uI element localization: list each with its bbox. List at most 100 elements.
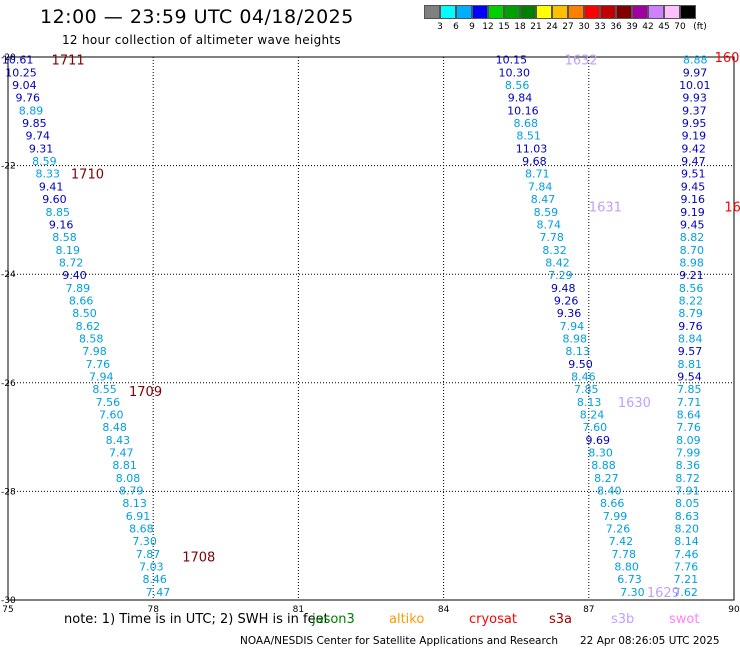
color-scale-label: 30 <box>578 22 590 32</box>
wave-height-label: 8.36 <box>676 459 701 472</box>
wave-height-label: 6.91 <box>126 510 151 523</box>
wave-height-label: 8.81 <box>677 358 702 371</box>
color-scale-box <box>536 5 552 19</box>
wave-height-label: 8.33 <box>36 168 61 181</box>
pass-time-label: 1710 <box>71 168 104 183</box>
wave-height-label: 7.94 <box>560 320 585 333</box>
wave-height-label: 8.58 <box>52 231 77 244</box>
wave-height-label: 7.85 <box>677 383 702 396</box>
color-scale-label: 27 <box>562 22 574 32</box>
wave-height-label: 9.45 <box>680 218 705 231</box>
wave-height-label: 8.66 <box>69 294 94 307</box>
x-tick-label: 75 <box>2 605 13 615</box>
wave-height-label: 11.03 <box>516 142 548 155</box>
wave-height-label: 8.70 <box>680 244 705 257</box>
wave-height-label: 9.47 <box>681 155 706 168</box>
wave-height-label: 8.46 <box>142 573 167 586</box>
color-scale-label: 24 <box>546 22 558 32</box>
color-scale-label: 21 <box>530 22 542 32</box>
wave-height-label: 9.36 <box>557 307 582 320</box>
wave-height-label: 9.51 <box>681 168 706 181</box>
wave-height-label: 8.79 <box>678 307 703 320</box>
wave-height-label: 7.78 <box>611 548 636 561</box>
color-scale-unit: (ft) <box>693 22 707 32</box>
pass-time-label: 1709 <box>129 385 162 400</box>
wave-height-label: 8.79 <box>119 484 144 497</box>
wave-height-label: 9.19 <box>680 206 705 219</box>
wave-height-label: 8.20 <box>675 523 700 536</box>
x-tick-label: 87 <box>583 605 594 615</box>
wave-height-label: 10.01 <box>679 79 711 92</box>
color-scale-box <box>552 5 568 19</box>
wave-height-label: 9.85 <box>22 117 47 130</box>
wave-height-label: 9.37 <box>682 104 707 117</box>
color-scale-label: 45 <box>658 22 670 32</box>
x-tick-label: 81 <box>293 605 304 615</box>
y-tick-label: -30 <box>1 596 16 606</box>
color-scale-box <box>616 5 632 19</box>
legend-swot: swot <box>669 612 700 627</box>
y-tick-label: -20 <box>1 53 16 63</box>
color-scale-box <box>472 5 488 19</box>
wave-height-label: 9.68 <box>522 155 547 168</box>
wave-height-label: 10.30 <box>498 66 530 79</box>
page-title: 12:00 — 23:59 UTC 04/18/2025 <box>40 6 354 28</box>
wave-height-label: 8.59 <box>32 155 57 168</box>
wave-height-label: 9.26 <box>554 294 579 307</box>
wave-height-label: 9.95 <box>682 117 707 130</box>
wave-height-label: 9.45 <box>681 180 706 193</box>
wave-height-label: 8.13 <box>577 396 602 409</box>
wave-height-label: 7.99 <box>603 510 628 523</box>
wave-height-label: 8.22 <box>679 294 704 307</box>
pass-time-label: 1 <box>739 586 740 601</box>
wave-height-label: 8.59 <box>534 206 559 219</box>
pass-time-label: 1630 <box>618 396 651 411</box>
wave-height-label: 8.98 <box>679 256 704 269</box>
color-scale-box <box>440 5 456 19</box>
color-scale-label: 18 <box>514 22 526 32</box>
wave-height-label: 10.61 <box>2 54 34 67</box>
legend-altiko: altiko <box>389 612 425 627</box>
color-scale-box <box>504 5 520 19</box>
color-scale-label: 39 <box>626 22 638 32</box>
wave-height-label: 9.48 <box>551 282 576 295</box>
x-tick-label: 78 <box>147 605 159 615</box>
color-scale-box <box>424 5 440 19</box>
wave-height-label: 7.76 <box>676 421 701 434</box>
wave-height-label: 8.24 <box>580 408 605 421</box>
wave-height-label: 7.03 <box>139 561 164 574</box>
color-scale-label: 33 <box>594 22 606 32</box>
wave-height-label: 8.68 <box>514 117 539 130</box>
wave-height-label: 7.62 <box>673 586 698 599</box>
wave-height-label: 8.47 <box>531 193 556 206</box>
wave-height-label: 8.68 <box>129 523 154 536</box>
wave-height-label: 7.42 <box>609 535 634 548</box>
wave-height-label: 8.30 <box>588 446 613 459</box>
wave-height-label: 9.69 <box>586 434 611 447</box>
wave-height-label: 8.13 <box>565 345 590 358</box>
y-tick-label: -22 <box>1 162 16 172</box>
wave-height-label: 7.30 <box>132 535 157 548</box>
color-scale-box <box>456 5 472 19</box>
wave-height-label: 8.40 <box>597 484 622 497</box>
pass-time-label: 1631 <box>589 200 622 215</box>
wave-height-label: 7.99 <box>676 446 701 459</box>
wave-height-label: 9.16 <box>680 193 705 206</box>
wave-height-label: 8.14 <box>674 535 699 548</box>
wave-height-label: 8.72 <box>59 256 84 269</box>
legend-s3b: s3b <box>611 612 635 627</box>
wave-height-label: 8.82 <box>680 231 705 244</box>
wave-height-label: 8.58 <box>79 332 104 345</box>
wave-height-label: 8.56 <box>505 79 530 92</box>
wave-height-label: 9.76 <box>15 92 40 105</box>
wave-height-label: 8.80 <box>614 561 639 574</box>
color-scale-box <box>632 5 648 19</box>
wave-height-label: 7.56 <box>96 396 121 409</box>
color-scale-box <box>568 5 584 19</box>
wave-height-label: 8.46 <box>571 370 596 383</box>
wave-height-label: 7.91 <box>675 484 700 497</box>
wave-height-label: 7.89 <box>66 282 91 295</box>
wave-height-label: 7.87 <box>136 548 161 561</box>
color-scale-box <box>648 5 664 19</box>
